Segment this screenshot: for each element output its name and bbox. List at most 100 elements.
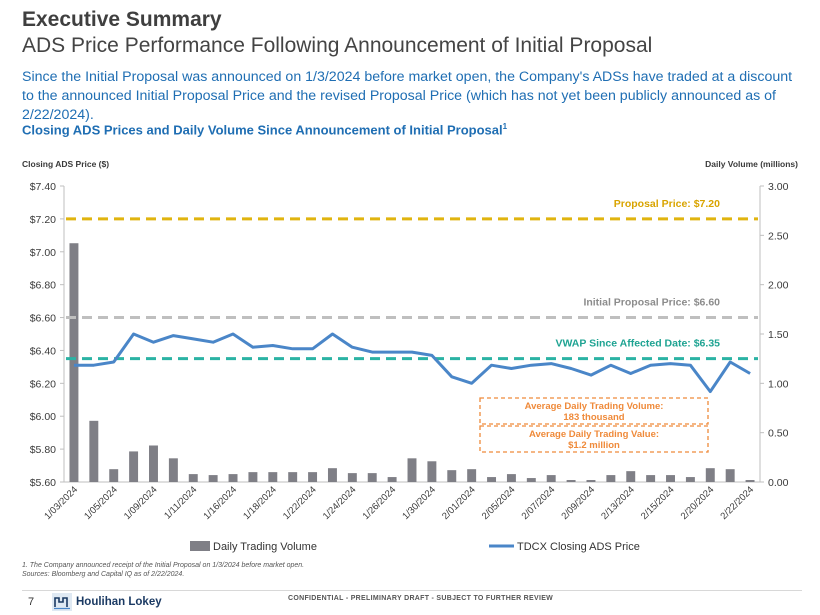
footnote: 1. The Company announced receipt of the … <box>22 561 304 579</box>
volume-bar <box>546 475 556 482</box>
volume-bar <box>168 458 178 482</box>
x-tick-label: 1/26/2024 <box>361 484 399 522</box>
right-tick-label: 1.50 <box>768 329 789 341</box>
legend-price-label: TDCX Closing ADS Price <box>517 541 640 553</box>
page-subtitle: ADS Price Performance Following Announce… <box>22 34 653 57</box>
volume-bar <box>506 474 516 482</box>
chart-title: Closing ADS Prices and Daily Volume Sinc… <box>22 122 507 137</box>
volume-bar <box>606 475 616 482</box>
annotation-label: Average Daily Trading Volume: <box>525 401 664 412</box>
annotation-label: Average Daily Trading Value: <box>529 429 659 440</box>
volume-bar <box>745 480 755 482</box>
footer-divider <box>22 590 802 591</box>
volume-bar <box>387 477 397 482</box>
volume-bar <box>526 478 536 482</box>
reference-line-label: Initial Proposal Price: $6.60 <box>583 297 720 309</box>
volume-bar <box>566 480 576 482</box>
x-tick-label: 2/22/2024 <box>719 484 757 522</box>
x-tick-label: 2/13/2024 <box>599 484 637 522</box>
legend-volume-label: Daily Trading Volume <box>213 541 317 553</box>
legend-volume-swatch <box>190 541 210 551</box>
x-tick-label: 1/18/2024 <box>241 484 279 522</box>
footnote-sources: Sources: Bloomberg and Capital IQ as of … <box>22 571 185 578</box>
logo-text: Houlihan Lokey <box>76 596 162 608</box>
x-tick-label: 1/30/2024 <box>400 484 438 522</box>
volume-bar <box>626 471 636 482</box>
volume-bar <box>725 469 735 482</box>
volume-bar <box>487 477 497 482</box>
right-tick-label: 2.50 <box>768 230 789 242</box>
left-tick-label: $6.20 <box>30 378 56 390</box>
volume-bar <box>69 243 79 482</box>
left-axis-title: Closing ADS Price ($) <box>22 159 109 169</box>
x-tick-label: 2/15/2024 <box>639 484 677 522</box>
volume-bar <box>447 470 457 482</box>
volume-bar <box>308 472 318 482</box>
price-volume-chart: Closing ADS Price ($) Daily Volume (milli… <box>22 159 798 553</box>
x-tick-label: 2/09/2024 <box>559 484 597 522</box>
x-tick-label: 1/22/2024 <box>281 484 319 522</box>
chart-title-footnote-marker: 1 <box>502 122 508 131</box>
annotation-box <box>479 425 709 453</box>
volume-bar <box>248 472 258 482</box>
chart-title-text: Closing ADS Prices and Daily Volume Sinc… <box>22 122 503 138</box>
x-tick-label: 1/03/2024 <box>42 484 80 522</box>
x-tick-label: 2/20/2024 <box>679 484 717 522</box>
left-tick-label: $6.60 <box>30 313 56 325</box>
volume-bar <box>109 469 119 482</box>
volume-bar <box>427 461 437 482</box>
left-tick-label: $5.80 <box>30 444 56 456</box>
volume-bar <box>268 472 278 482</box>
volume-bar <box>327 468 337 482</box>
x-tick-label: 1/05/2024 <box>82 484 120 522</box>
right-tick-label: 3.00 <box>768 181 789 193</box>
left-tick-label: $7.20 <box>30 214 56 226</box>
x-tick-label: 1/16/2024 <box>201 484 239 522</box>
price-line <box>73 332 751 394</box>
reference-line-label: VWAP Since Affected Date: $6.35 <box>555 338 720 350</box>
x-tick-label: 2/05/2024 <box>480 484 518 522</box>
x-tick-label: 1/09/2024 <box>122 484 160 522</box>
volume-bar <box>467 469 477 482</box>
right-tick-label: 1.00 <box>768 378 789 390</box>
footnote-line-1: 1. The Company announced receipt of the … <box>22 562 305 569</box>
volume-bar <box>367 473 377 482</box>
right-tick-label: 0.50 <box>768 428 789 440</box>
page-title: Executive Summary <box>22 8 222 31</box>
volume-bar <box>646 475 656 482</box>
volume-bar <box>685 477 695 482</box>
volume-bar <box>288 472 298 482</box>
x-tick-label: 1/24/2024 <box>321 484 359 522</box>
x-tick-label: 2/07/2024 <box>520 484 558 522</box>
x-tick-label: 2/01/2024 <box>440 484 478 522</box>
right-tick-label: 0.00 <box>768 477 789 489</box>
volume-bar <box>149 445 158 482</box>
volume-bar <box>407 458 417 482</box>
left-tick-label: $7.00 <box>30 247 56 259</box>
confidential-notice: CONFIDENTIAL - PRELIMINARY DRAFT - SUBJE… <box>288 595 554 602</box>
annotation-box <box>479 397 709 425</box>
right-tick-label: 2.00 <box>768 280 789 292</box>
annotation-value: 183 thousand <box>563 412 624 423</box>
volume-bar <box>347 473 357 482</box>
right-axis-title: Daily Volume (millions) <box>705 159 798 169</box>
volume-bar <box>129 451 139 482</box>
volume-bar <box>208 475 218 482</box>
volume-bar <box>188 474 198 482</box>
volume-bar <box>586 480 596 482</box>
left-tick-label: $6.40 <box>30 345 56 357</box>
summary-description: Since the Initial Proposal was announced… <box>22 69 793 123</box>
reference-line-label: Proposal Price: $7.20 <box>614 198 720 210</box>
volume-bar <box>666 475 675 482</box>
left-tick-label: $7.40 <box>30 181 56 193</box>
volume-bar <box>89 420 99 482</box>
annotation-value: $1.2 million <box>568 440 620 451</box>
x-tick-label: 1/11/2024 <box>162 484 199 521</box>
volume-bar <box>228 474 238 482</box>
houlihan-lokey-logo-icon <box>52 593 72 611</box>
left-tick-label: $6.00 <box>30 411 56 423</box>
left-tick-label: $6.80 <box>30 280 56 292</box>
left-tick-label: $5.60 <box>30 477 56 489</box>
page-number: 7 <box>28 596 35 608</box>
volume-bar <box>705 468 715 482</box>
